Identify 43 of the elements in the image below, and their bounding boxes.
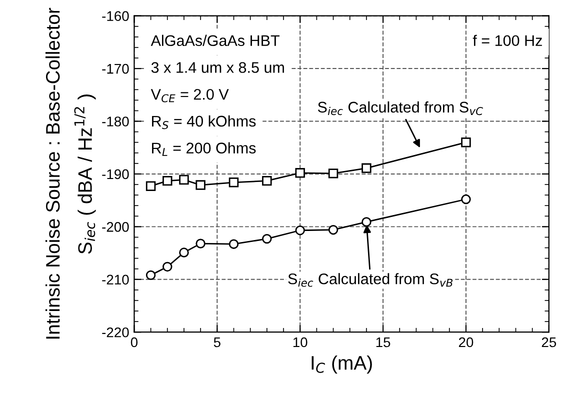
- y-tick-label: -200: [102, 222, 129, 232]
- point: [162, 262, 172, 272]
- point: [328, 168, 338, 178]
- point: [262, 176, 272, 186]
- point: [196, 180, 206, 190]
- x-tick-label: 0: [130, 337, 138, 348]
- point: [196, 238, 206, 248]
- y-tick-label: -170: [102, 64, 129, 74]
- y-tick-label: -220: [102, 327, 129, 338]
- point: [262, 234, 272, 244]
- y-tick-label: -180: [102, 116, 129, 126]
- point: [295, 226, 305, 236]
- x-tick-label: 5: [214, 337, 220, 348]
- annotation: 3 x 1.4 um x 8.5 um: [151, 62, 284, 73]
- point: [146, 270, 156, 280]
- annotation: V$_{CE}$ = 2.0 V: [150, 88, 229, 102]
- point: [146, 181, 156, 191]
- annotation: S$_{iec}$ Calculated from S$_{vC}$: [318, 101, 484, 116]
- annotation: R$_{S}$ = 40 kOhms: [152, 115, 256, 130]
- point: [179, 174, 189, 185]
- y-tick-label: -160: [102, 11, 129, 22]
- point: [162, 176, 172, 186]
- point: [179, 248, 189, 258]
- annotation: S$_{iec}$ Calculated from S$_{vB}$: [288, 273, 453, 287]
- y-axis-title: Intrinsic Noise Source : Base-Collector S$_{iec}$ ( dBA / Hz$^{1/2}$ ): [45, 8, 96, 339]
- annotation: f = 100 Hz: [472, 34, 542, 46]
- x-tick-label: 15: [376, 337, 390, 348]
- point: [295, 168, 305, 178]
- x-tick-label: 10: [293, 337, 308, 348]
- annotation: R$_{L}$ = 200 Ohms: [152, 142, 256, 156]
- point: [461, 137, 471, 148]
- y-tick-label: -190: [102, 169, 129, 180]
- y-tick-label: -210: [102, 274, 129, 285]
- point: [461, 194, 471, 204]
- point: [362, 217, 372, 227]
- annotation: AlGaAs/GaAs HBT: [150, 34, 280, 46]
- point: [228, 178, 239, 188]
- x-tick-label: 25: [542, 337, 556, 348]
- point: [328, 224, 338, 235]
- point: [362, 163, 372, 174]
- x-tick-label: 20: [458, 337, 474, 348]
- x-axis-title: I$_{C}$ (mA): [312, 355, 372, 374]
- point: [228, 239, 239, 249]
